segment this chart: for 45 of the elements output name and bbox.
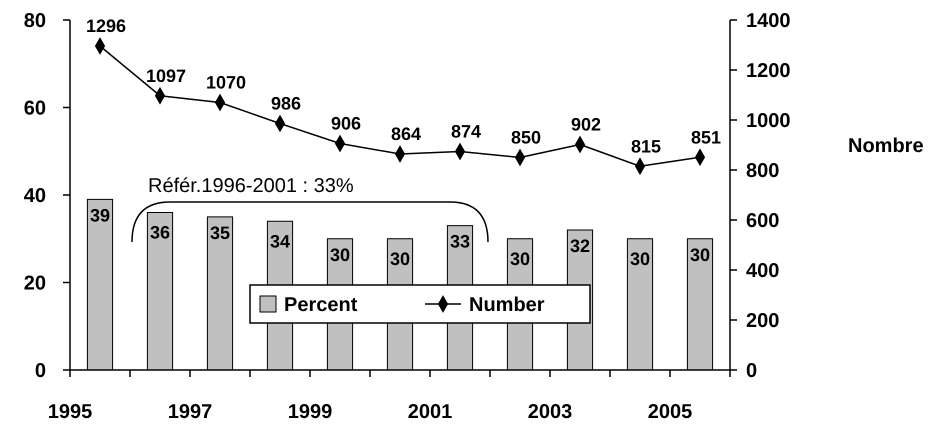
- y2-tick-label: 600: [746, 210, 780, 232]
- x-tick-label: 2001: [408, 401, 452, 423]
- data-label: 902: [570, 114, 602, 134]
- data-label: 30: [390, 248, 410, 269]
- y2-tick-label: 0: [746, 360, 758, 382]
- y-tick-label: 40: [24, 185, 46, 207]
- x-tick-label: 2003: [528, 401, 572, 423]
- y2-tick-label: 400: [746, 260, 780, 282]
- data-label: 30: [630, 248, 650, 269]
- y2-tick-label: 800: [746, 160, 780, 182]
- x-tick-label: 1995: [48, 401, 92, 423]
- data-label: 32: [570, 236, 590, 256]
- data-label: 864: [390, 124, 422, 144]
- data-label: 874: [450, 122, 482, 142]
- y2-axis-title: Nombre: [848, 135, 924, 157]
- annotation: Référ.1996-2001 : 33%: [148, 175, 354, 197]
- data-label: 39: [90, 205, 110, 226]
- data-label: 36: [150, 222, 170, 242]
- y2-tick-label: 1400: [746, 10, 790, 32]
- y2-tick-label: 1200: [746, 60, 790, 82]
- legend-label: Number: [469, 294, 545, 316]
- x-tick-label: 1999: [288, 401, 332, 423]
- y-tick-label: 80: [24, 10, 46, 32]
- data-label: 35: [210, 222, 230, 243]
- y2-tick-label: 1000: [746, 110, 790, 132]
- data-label: 30: [510, 248, 530, 269]
- data-label: 1296: [86, 16, 126, 36]
- data-label: 851: [690, 127, 722, 148]
- data-label: 30: [690, 244, 710, 265]
- y2-tick-label: 200: [746, 310, 780, 332]
- x-tick-label: 2005: [648, 401, 692, 423]
- data-label: 34: [270, 231, 290, 252]
- y-tick-label: 60: [24, 98, 46, 120]
- data-label: 1097: [146, 66, 186, 86]
- data-label: 30: [330, 244, 350, 265]
- data-label: 33: [450, 232, 470, 252]
- data-label: 986: [270, 94, 302, 114]
- data-label: 906: [330, 114, 362, 134]
- data-label: 850: [510, 128, 542, 148]
- x-tick-label: 1997: [168, 401, 212, 423]
- y-tick-label: 0: [34, 360, 46, 382]
- data-label: 1070: [206, 72, 246, 92]
- data-label: 815: [630, 136, 662, 156]
- legend-label: Percent: [284, 294, 358, 316]
- y-tick-label: 20: [24, 272, 46, 294]
